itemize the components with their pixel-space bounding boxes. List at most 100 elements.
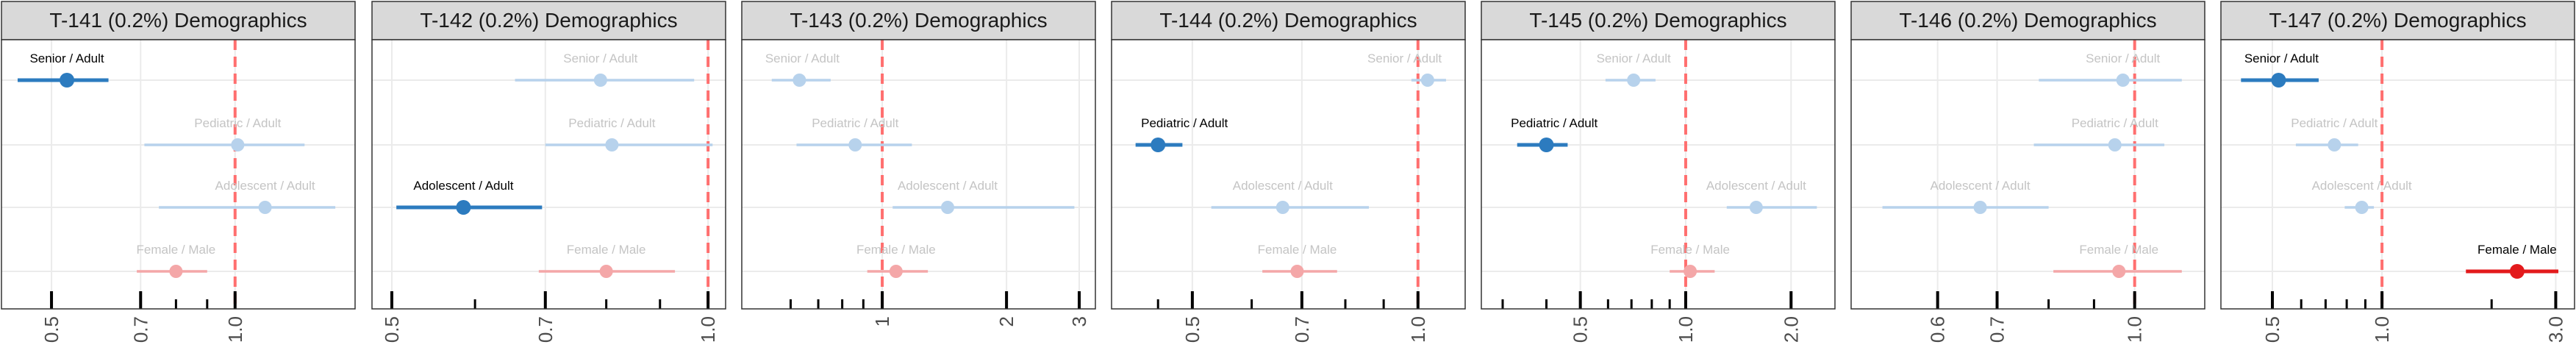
row-label: Pediatric / Adult [2072,116,2158,130]
estimate-point [231,138,245,151]
panel-border [741,39,1096,310]
estimate-point [1627,74,1641,87]
row-label: Senior / Adult [765,51,840,65]
row-label: Pediatric / Adult [2291,116,2378,130]
panel-border [371,39,726,310]
tick-label: 0.7 [534,316,557,343]
tick-label: 2 [995,316,1017,327]
panel-border [2220,39,2575,310]
estimate-point [889,265,903,278]
row-label: Pediatric / Adult [812,116,898,130]
estimate-point [1420,74,1434,87]
estimate-point [2509,264,2525,279]
estimate-point [1973,201,1987,214]
tick-label: 3.0 [2544,316,2566,343]
tick-label: 1.0 [224,316,246,343]
row-label: Adolescent / Adult [2312,179,2412,193]
row-label: Senior / Adult [29,51,104,65]
tick-label: 0.5 [381,316,403,343]
estimate-point [2108,138,2122,151]
estimate-point [1684,265,1697,278]
estimate-point [599,265,613,278]
tick-label: 0.5 [40,316,62,343]
estimate-point [1276,201,1289,214]
row-label: Senior / Adult [563,51,637,65]
estimate-point [2328,138,2341,151]
estimate-point [793,74,806,87]
estimate-point [2112,265,2126,278]
panel-strip [1481,1,1836,40]
row-label: Adolescent / Adult [413,179,513,193]
estimate-point [456,200,471,215]
row-label: Adolescent / Adult [898,179,998,193]
tick-label: 0.5 [1181,316,1203,343]
tick-label: 1.0 [2124,316,2146,343]
panel-border [1111,39,1466,310]
panel-border [1481,39,1836,310]
panel-title: T-143 (0.2%) Demographics [790,9,1047,32]
row-label: Adolescent / Adult [1931,179,2031,193]
row-label: Female / Male [1650,243,1730,257]
panel-border [1,39,356,310]
estimate-point [605,138,619,151]
row-label: Pediatric / Adult [568,116,655,130]
plot-background [1481,40,1835,309]
tick-label: 0.6 [1927,316,1949,343]
row-label: Female / Male [137,243,216,257]
estimate-point [1539,138,1554,152]
estimate-point [1290,265,1304,278]
tick-label: 2.0 [1780,316,1802,343]
panel-border [1850,39,2205,310]
row-label: Female / Male [2079,243,2158,257]
panel-title: T-144 (0.2%) Demographics [1159,9,1417,32]
panel-strip [1,1,356,40]
row-label: Female / Male [2477,243,2557,257]
row-label: Adolescent / Adult [1706,179,1806,193]
estimate-point [940,201,954,214]
estimate-point [1749,201,1763,214]
tick-label: 1.0 [697,316,719,343]
row-label: Female / Male [856,243,936,257]
estimate-point [593,74,607,87]
row-label: Pediatric / Adult [1141,116,1228,130]
estimate-point [2271,73,2286,88]
panel-title: T-142 (0.2%) Demographics [420,9,677,32]
plot-background [1112,40,1465,309]
estimate-point [60,73,75,88]
panel-title: T-145 (0.2%) Demographics [1529,9,1786,32]
row-label: Pediatric / Adult [194,116,281,130]
tick-label: 1.0 [2371,316,2393,343]
panel-strip [1111,1,1466,40]
tick-label: 0.7 [129,316,151,343]
row-label: Senior / Adult [2244,51,2319,65]
estimate-point [2355,201,2369,214]
row-label: Adolescent / Adult [215,179,315,193]
panel-title: T-141 (0.2%) Demographics [49,9,307,32]
panel-title: T-147 (0.2%) Demographics [2269,9,2526,32]
row-label: Female / Male [1258,243,1337,257]
estimate-point [258,201,272,214]
panel-title: T-146 (0.2%) Demographics [1899,9,2156,32]
plot-background [1851,40,2205,309]
row-label: Adolescent / Adult [1233,179,1333,193]
plot-background [1,40,355,309]
row-label: Pediatric / Adult [1511,116,1598,130]
chart-panel: T-144 (0.2%) Demographics Senior / Adult P… [1111,1,1466,343]
chart-panel: T-141 (0.2%) Demographics Senior / Adult P… [1,1,356,343]
estimate-point [1151,138,1166,152]
row-label: Senior / Adult [1597,51,1671,65]
tick-label: 1 [871,316,893,327]
chart-panel: T-146 (0.2%) Demographics Senior / Adult P… [1850,1,2205,343]
panel-strip [741,1,1096,40]
estimate-point [169,265,183,278]
tick-label: 0.5 [2261,316,2283,343]
chart-panel: T-145 (0.2%) Demographics Senior / Adult P… [1481,1,1836,343]
chart-panel: T-142 (0.2%) Demographics Senior / Adult P… [371,1,726,343]
tick-label: 1.0 [1675,316,1697,343]
estimate-point [848,138,862,151]
chart-panel: T-147 (0.2%) Demographics Senior / Adult P… [2220,1,2575,343]
estimate-point [2116,74,2130,87]
plot-background [372,40,726,309]
panel-strip [1850,1,2205,40]
